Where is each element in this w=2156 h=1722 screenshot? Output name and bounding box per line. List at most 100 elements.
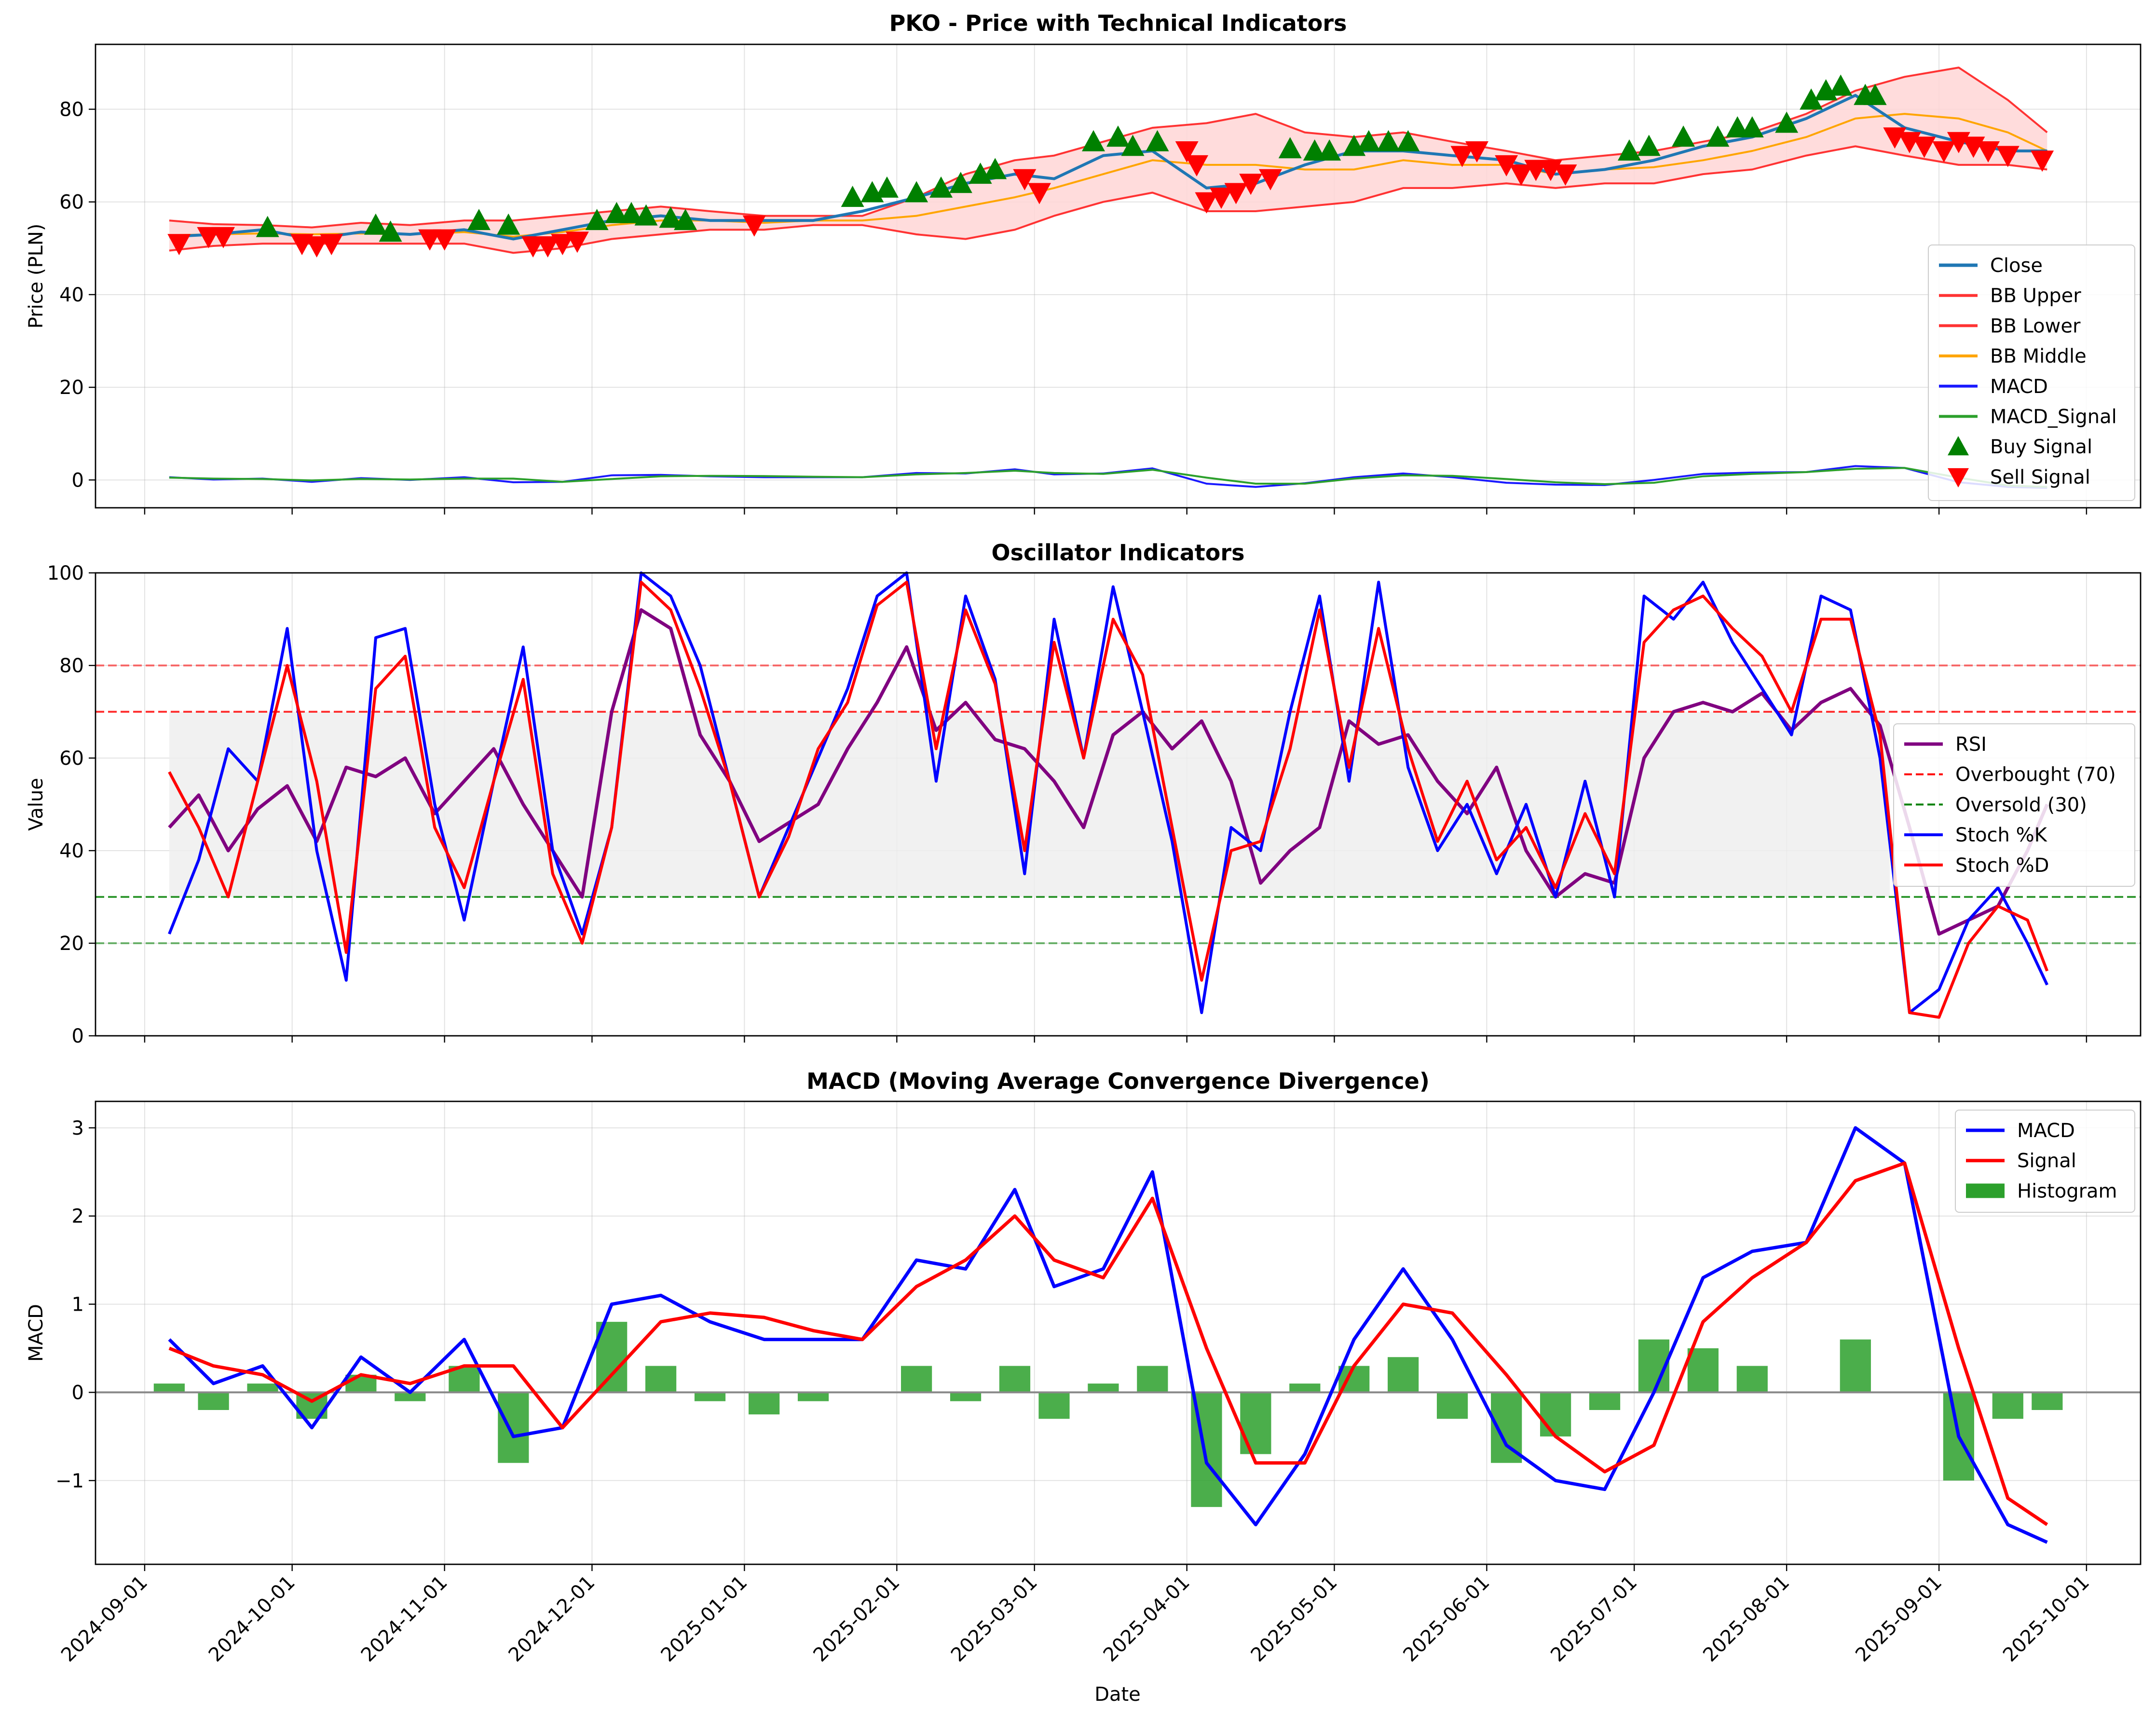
histogram-bar bbox=[797, 1392, 829, 1401]
sell-marker bbox=[565, 231, 589, 253]
legend-item: Sell Signal bbox=[1948, 466, 2090, 488]
legend-item: MACD bbox=[1966, 1120, 2075, 1142]
sell-marker bbox=[1175, 141, 1199, 163]
buy-marker bbox=[467, 209, 491, 231]
panel-title: PKO - Price with Technical Indicators bbox=[889, 10, 1347, 36]
buy-marker bbox=[1082, 130, 1105, 151]
legend: MACD Signal Histogram bbox=[1955, 1110, 2135, 1213]
legend-item: MACD_Signal bbox=[1939, 406, 2117, 428]
y-tick-label: 40 bbox=[59, 840, 84, 862]
legend-label: Oversold (30) bbox=[1955, 794, 2087, 816]
histogram-bar bbox=[645, 1366, 677, 1393]
buy-marker bbox=[1740, 116, 1764, 137]
series-stoch-d bbox=[168, 581, 2049, 1019]
buy-marker bbox=[1121, 135, 1145, 156]
buy-marker bbox=[1303, 139, 1326, 161]
sell-marker bbox=[1465, 141, 1489, 163]
y-tick-label: 2 bbox=[72, 1206, 84, 1228]
y-tick-label: 3 bbox=[72, 1117, 84, 1139]
buy-marker bbox=[1318, 139, 1341, 161]
buy-marker bbox=[875, 176, 899, 198]
y-tick-label: −1 bbox=[55, 1470, 84, 1492]
series-signal bbox=[168, 1161, 2048, 1526]
sell-signal-markers bbox=[167, 127, 2054, 258]
legend-label: Close bbox=[1990, 255, 2043, 277]
buy-marker bbox=[585, 209, 609, 231]
y-tick-label: 60 bbox=[59, 747, 84, 770]
histogram-bar bbox=[1589, 1392, 1621, 1410]
legend-label: MACD_Signal bbox=[1990, 406, 2117, 428]
legend-item: MACD bbox=[1939, 376, 2048, 398]
buy-marker bbox=[1357, 130, 1380, 151]
sell-marker bbox=[1554, 164, 1577, 186]
y-tick-label: 1 bbox=[72, 1294, 84, 1316]
series-macd bbox=[168, 1126, 2048, 1544]
legend-label: BB Lower bbox=[1990, 315, 2081, 337]
histogram-bar bbox=[999, 1366, 1031, 1393]
axes-frame bbox=[95, 572, 2142, 1037]
sell-marker bbox=[197, 227, 220, 248]
histogram-bar bbox=[1436, 1392, 1468, 1419]
y-tick-label: 20 bbox=[59, 933, 84, 955]
legend-label: MACD bbox=[2017, 1120, 2075, 1142]
legend-item: Oversold (30) bbox=[1904, 794, 2087, 816]
histogram-bar bbox=[153, 1383, 185, 1393]
sell-marker bbox=[1195, 192, 1218, 214]
legend-label: Sell Signal bbox=[1990, 466, 2090, 488]
sell-marker bbox=[212, 227, 235, 248]
histogram-bar bbox=[498, 1392, 529, 1463]
histogram-bar bbox=[749, 1392, 780, 1415]
legend-label: RSI bbox=[1955, 733, 1987, 756]
y-tick-label: 0 bbox=[72, 469, 84, 491]
x-axis-label: Date bbox=[1094, 1683, 1141, 1706]
buy-marker bbox=[379, 220, 402, 242]
legend-item: RSI bbox=[1904, 733, 1987, 756]
legend-swatch bbox=[1948, 468, 1969, 488]
sell-marker bbox=[418, 229, 442, 251]
sell-marker bbox=[1996, 146, 2020, 167]
histogram-bar bbox=[1240, 1392, 1271, 1454]
buy-marker bbox=[364, 213, 387, 235]
neutral-zone-fill bbox=[169, 712, 1890, 897]
legend-label: Histogram bbox=[2017, 1180, 2117, 1202]
histogram-bar bbox=[694, 1392, 726, 1401]
buy-marker bbox=[1706, 125, 1730, 147]
legend-label: Overbought (70) bbox=[1955, 764, 2116, 786]
buy-marker bbox=[1278, 137, 1302, 159]
legend: Close BB Upper BB Lower BB Middle MACD MACD_S… bbox=[1928, 244, 2135, 501]
y-axis-label: Value bbox=[25, 778, 47, 831]
legend-label: Stoch %D bbox=[1955, 854, 2049, 877]
buy-marker bbox=[1377, 130, 1400, 151]
legend-label: Signal bbox=[2017, 1150, 2076, 1172]
sell-marker bbox=[305, 236, 328, 258]
legend-swatch bbox=[1948, 436, 1969, 456]
sell-marker bbox=[1450, 146, 1474, 167]
sell-marker bbox=[742, 215, 766, 237]
y-tick-label: 100 bbox=[47, 562, 84, 584]
sell-marker bbox=[521, 236, 545, 258]
series-rsi bbox=[168, 608, 2049, 936]
buy-marker bbox=[1672, 125, 1695, 147]
legend-item: Overbought (70) bbox=[1904, 764, 2116, 786]
buy-marker bbox=[1637, 135, 1661, 156]
buy-marker bbox=[1106, 125, 1130, 147]
sell-marker bbox=[536, 236, 559, 258]
buy-marker bbox=[929, 176, 953, 198]
histogram-bar bbox=[247, 1383, 278, 1393]
legend-item: BB Middle bbox=[1939, 345, 2087, 367]
y-tick-label: 60 bbox=[59, 191, 84, 214]
legend-label: MACD bbox=[1990, 376, 2048, 398]
buy-marker bbox=[905, 181, 928, 203]
histogram-bar bbox=[1137, 1366, 1168, 1393]
sell-marker bbox=[2031, 150, 2054, 172]
buy-marker bbox=[1396, 130, 1420, 151]
buy-marker bbox=[1146, 130, 1169, 151]
panel-title: MACD (Moving Average Convergence Diverge… bbox=[806, 1068, 1430, 1094]
sell-marker bbox=[320, 234, 343, 256]
legend-label: Buy Signal bbox=[1990, 436, 2092, 458]
sell-marker bbox=[1210, 188, 1233, 209]
series-macd-signal bbox=[169, 467, 2047, 488]
sell-marker bbox=[1524, 160, 1548, 181]
y-tick-label: 0 bbox=[72, 1025, 84, 1047]
